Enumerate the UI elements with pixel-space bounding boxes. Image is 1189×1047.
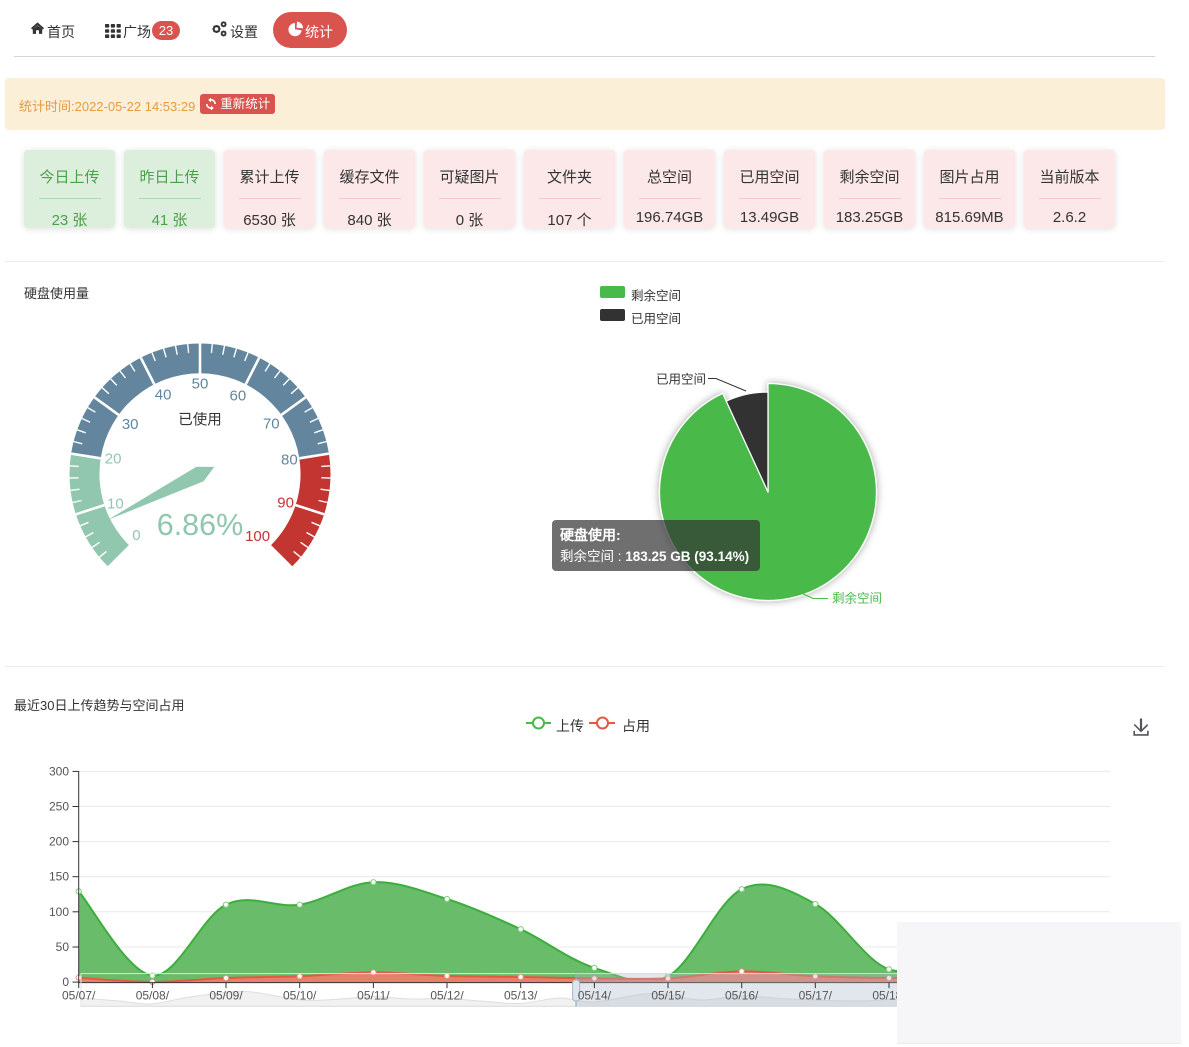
svg-text:50: 50: [192, 376, 209, 393]
svg-text:70: 70: [263, 416, 280, 433]
svg-text:05/10/: 05/10/: [283, 989, 317, 1003]
svg-text:20: 20: [105, 450, 122, 467]
svg-text:150: 150: [49, 870, 69, 884]
svg-text:05/11/: 05/11/: [357, 989, 390, 1003]
svg-text:6.86%: 6.86%: [157, 508, 243, 542]
svg-text:50: 50: [56, 940, 70, 954]
svg-text:200: 200: [49, 835, 69, 849]
svg-text:已使用: 已使用: [178, 412, 222, 429]
svg-text:100: 100: [245, 528, 270, 545]
svg-text:60: 60: [230, 387, 247, 404]
svg-text:90: 90: [277, 494, 294, 511]
svg-text:300: 300: [49, 764, 69, 778]
svg-text:0: 0: [62, 975, 69, 989]
svg-text:05/16/: 05/16/: [725, 989, 759, 1003]
svg-text:05/14/: 05/14/: [578, 989, 612, 1003]
svg-text:0: 0: [132, 527, 140, 544]
svg-text:05/08/: 05/08/: [136, 989, 170, 1003]
svg-text:05/07/: 05/07/: [62, 989, 96, 1003]
svg-text:100: 100: [49, 905, 69, 919]
svg-text:05/13/: 05/13/: [504, 989, 538, 1003]
svg-text:05/12/: 05/12/: [430, 989, 464, 1003]
svg-text:250: 250: [49, 800, 69, 814]
svg-text:剩余空间: 剩余空间: [832, 591, 882, 606]
svg-text:10: 10: [107, 495, 124, 512]
svg-text:80: 80: [281, 451, 298, 468]
svg-text:40: 40: [155, 386, 172, 403]
svg-text:05/17/: 05/17/: [799, 989, 833, 1003]
svg-text:30: 30: [122, 416, 139, 433]
svg-text:05/15/: 05/15/: [651, 989, 685, 1003]
svg-text:05/09/: 05/09/: [209, 989, 243, 1003]
svg-text:已用空间: 已用空间: [656, 373, 706, 387]
